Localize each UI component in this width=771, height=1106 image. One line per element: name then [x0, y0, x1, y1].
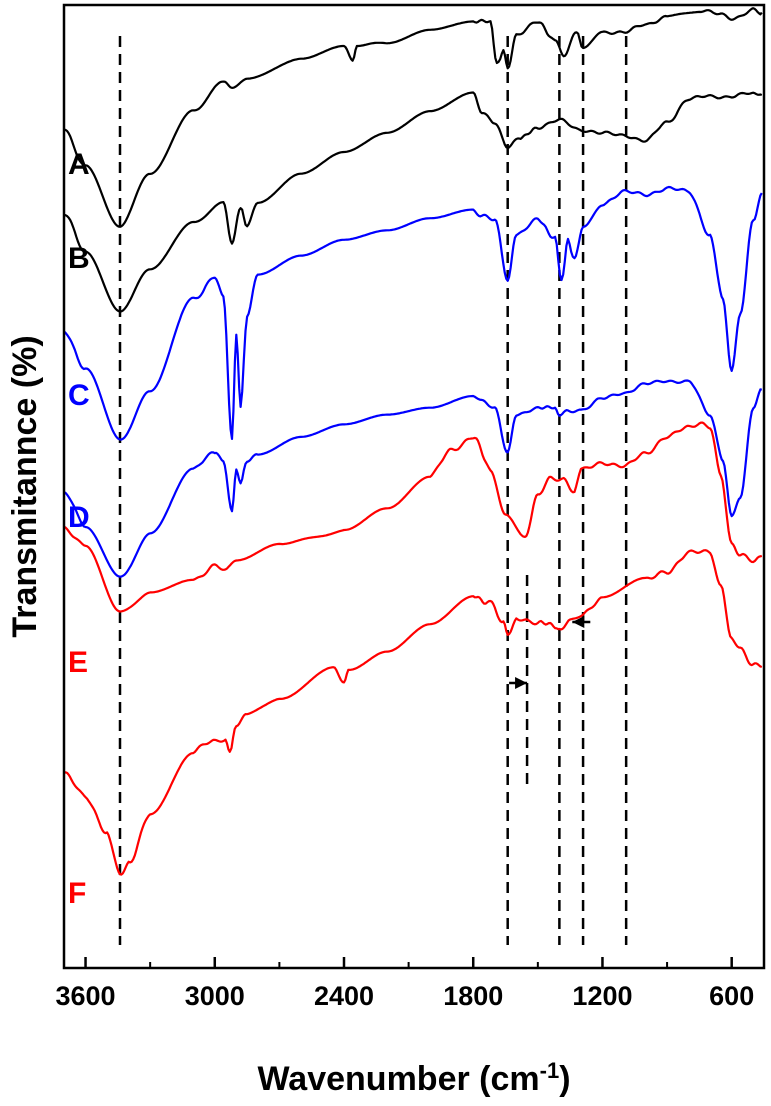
series-label-b: B [68, 242, 90, 275]
series-line-b [63, 91, 763, 313]
plot-frame [62, 3, 766, 970]
series-label-a: A [68, 148, 90, 181]
series-line-c [63, 185, 763, 441]
series-label-c: C [68, 379, 90, 412]
series-line-f [63, 549, 763, 876]
x-axis-title-superscript: -1 [540, 1058, 560, 1083]
x-axis-ticks: 3600 3000 2400 1800 1200 600 [55, 957, 754, 1011]
x-axis-title-main: Wavenumber (cm [257, 1060, 539, 1098]
shift-arrow-head [515, 677, 528, 689]
x-axis-title-close: ) [559, 1060, 570, 1098]
series-label-f: F [68, 877, 86, 910]
series-line-d [63, 379, 763, 578]
x-tick-label: 1200 [572, 981, 632, 1011]
x-tick-label: 3600 [55, 981, 115, 1011]
x-tick-label: 2400 [314, 981, 374, 1011]
y-axis-title: Transmitannce (%) [6, 335, 44, 637]
x-tick-label: 600 [709, 981, 754, 1011]
reference-lines [118, 36, 628, 945]
series-label-d: D [68, 501, 90, 534]
x-axis-title: Wavenumber (cm-1) [257, 1058, 570, 1099]
series-line-a [63, 7, 763, 228]
shift-arrow-head [572, 616, 585, 628]
series-line-e [63, 421, 763, 613]
x-tick-label: 1800 [443, 981, 503, 1011]
spectra-series [63, 7, 763, 876]
x-tick-label: 3000 [185, 981, 245, 1011]
series-labels: A B C D E F [68, 148, 90, 910]
shift-arrows [509, 616, 591, 689]
series-label-e: E [68, 646, 88, 679]
